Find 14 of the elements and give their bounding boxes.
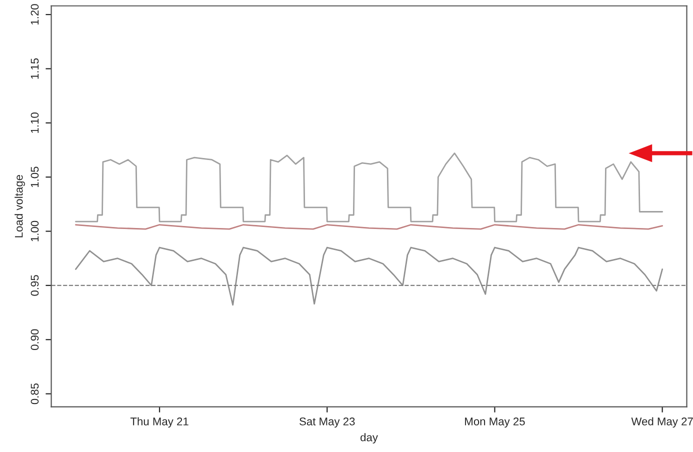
- y-tick-label: 1.15: [30, 58, 39, 79]
- y-axis-title: Load voltage: [14, 175, 25, 238]
- y-tick-label: 1.10: [30, 112, 39, 133]
- x-tick-label: Thu May 21: [130, 417, 188, 428]
- x-tick-label: Sat May 23: [300, 418, 355, 428]
- y-tick-label: 1.20: [30, 4, 39, 25]
- y-tick-label: 1.05: [30, 166, 39, 188]
- y-tick-label: 1.00: [30, 220, 39, 242]
- x-axis-title: day: [360, 433, 378, 444]
- y-tick-label: 0.95: [30, 275, 39, 296]
- x-tick-label: Mon May 25: [465, 418, 525, 428]
- y-tick-label: 0.85: [30, 383, 39, 404]
- x-tick-label: Wed May 27: [631, 417, 693, 428]
- y-tick-label: 0.90: [30, 329, 39, 350]
